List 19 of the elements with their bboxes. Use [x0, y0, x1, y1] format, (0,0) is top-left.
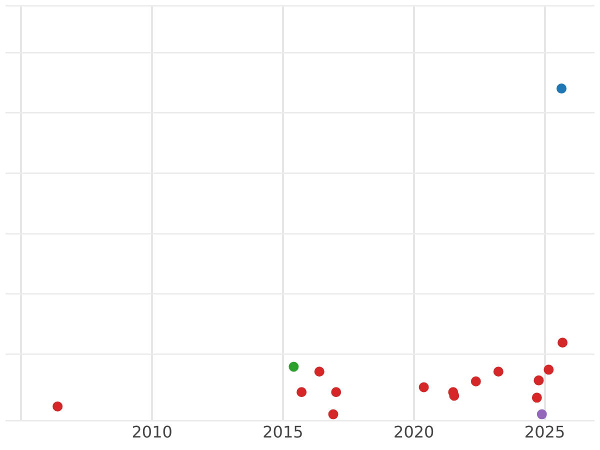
x-tick-label: 2015: [262, 422, 304, 442]
point: [314, 366, 324, 377]
point: [536, 409, 547, 420]
point: [418, 382, 429, 392]
point: [470, 376, 481, 386]
point: [558, 338, 568, 348]
point: [288, 362, 299, 372]
point: [331, 387, 342, 398]
x-tick-label: 2020: [394, 422, 434, 442]
point: [532, 392, 542, 403]
point: [52, 401, 63, 412]
point: [556, 84, 567, 94]
point: [493, 366, 504, 377]
point: [328, 409, 338, 420]
x-tick-label: 2010: [132, 422, 172, 442]
x-tick-label: 2025: [524, 422, 566, 442]
point: [534, 375, 544, 386]
point: [544, 364, 554, 375]
point: [296, 387, 307, 398]
